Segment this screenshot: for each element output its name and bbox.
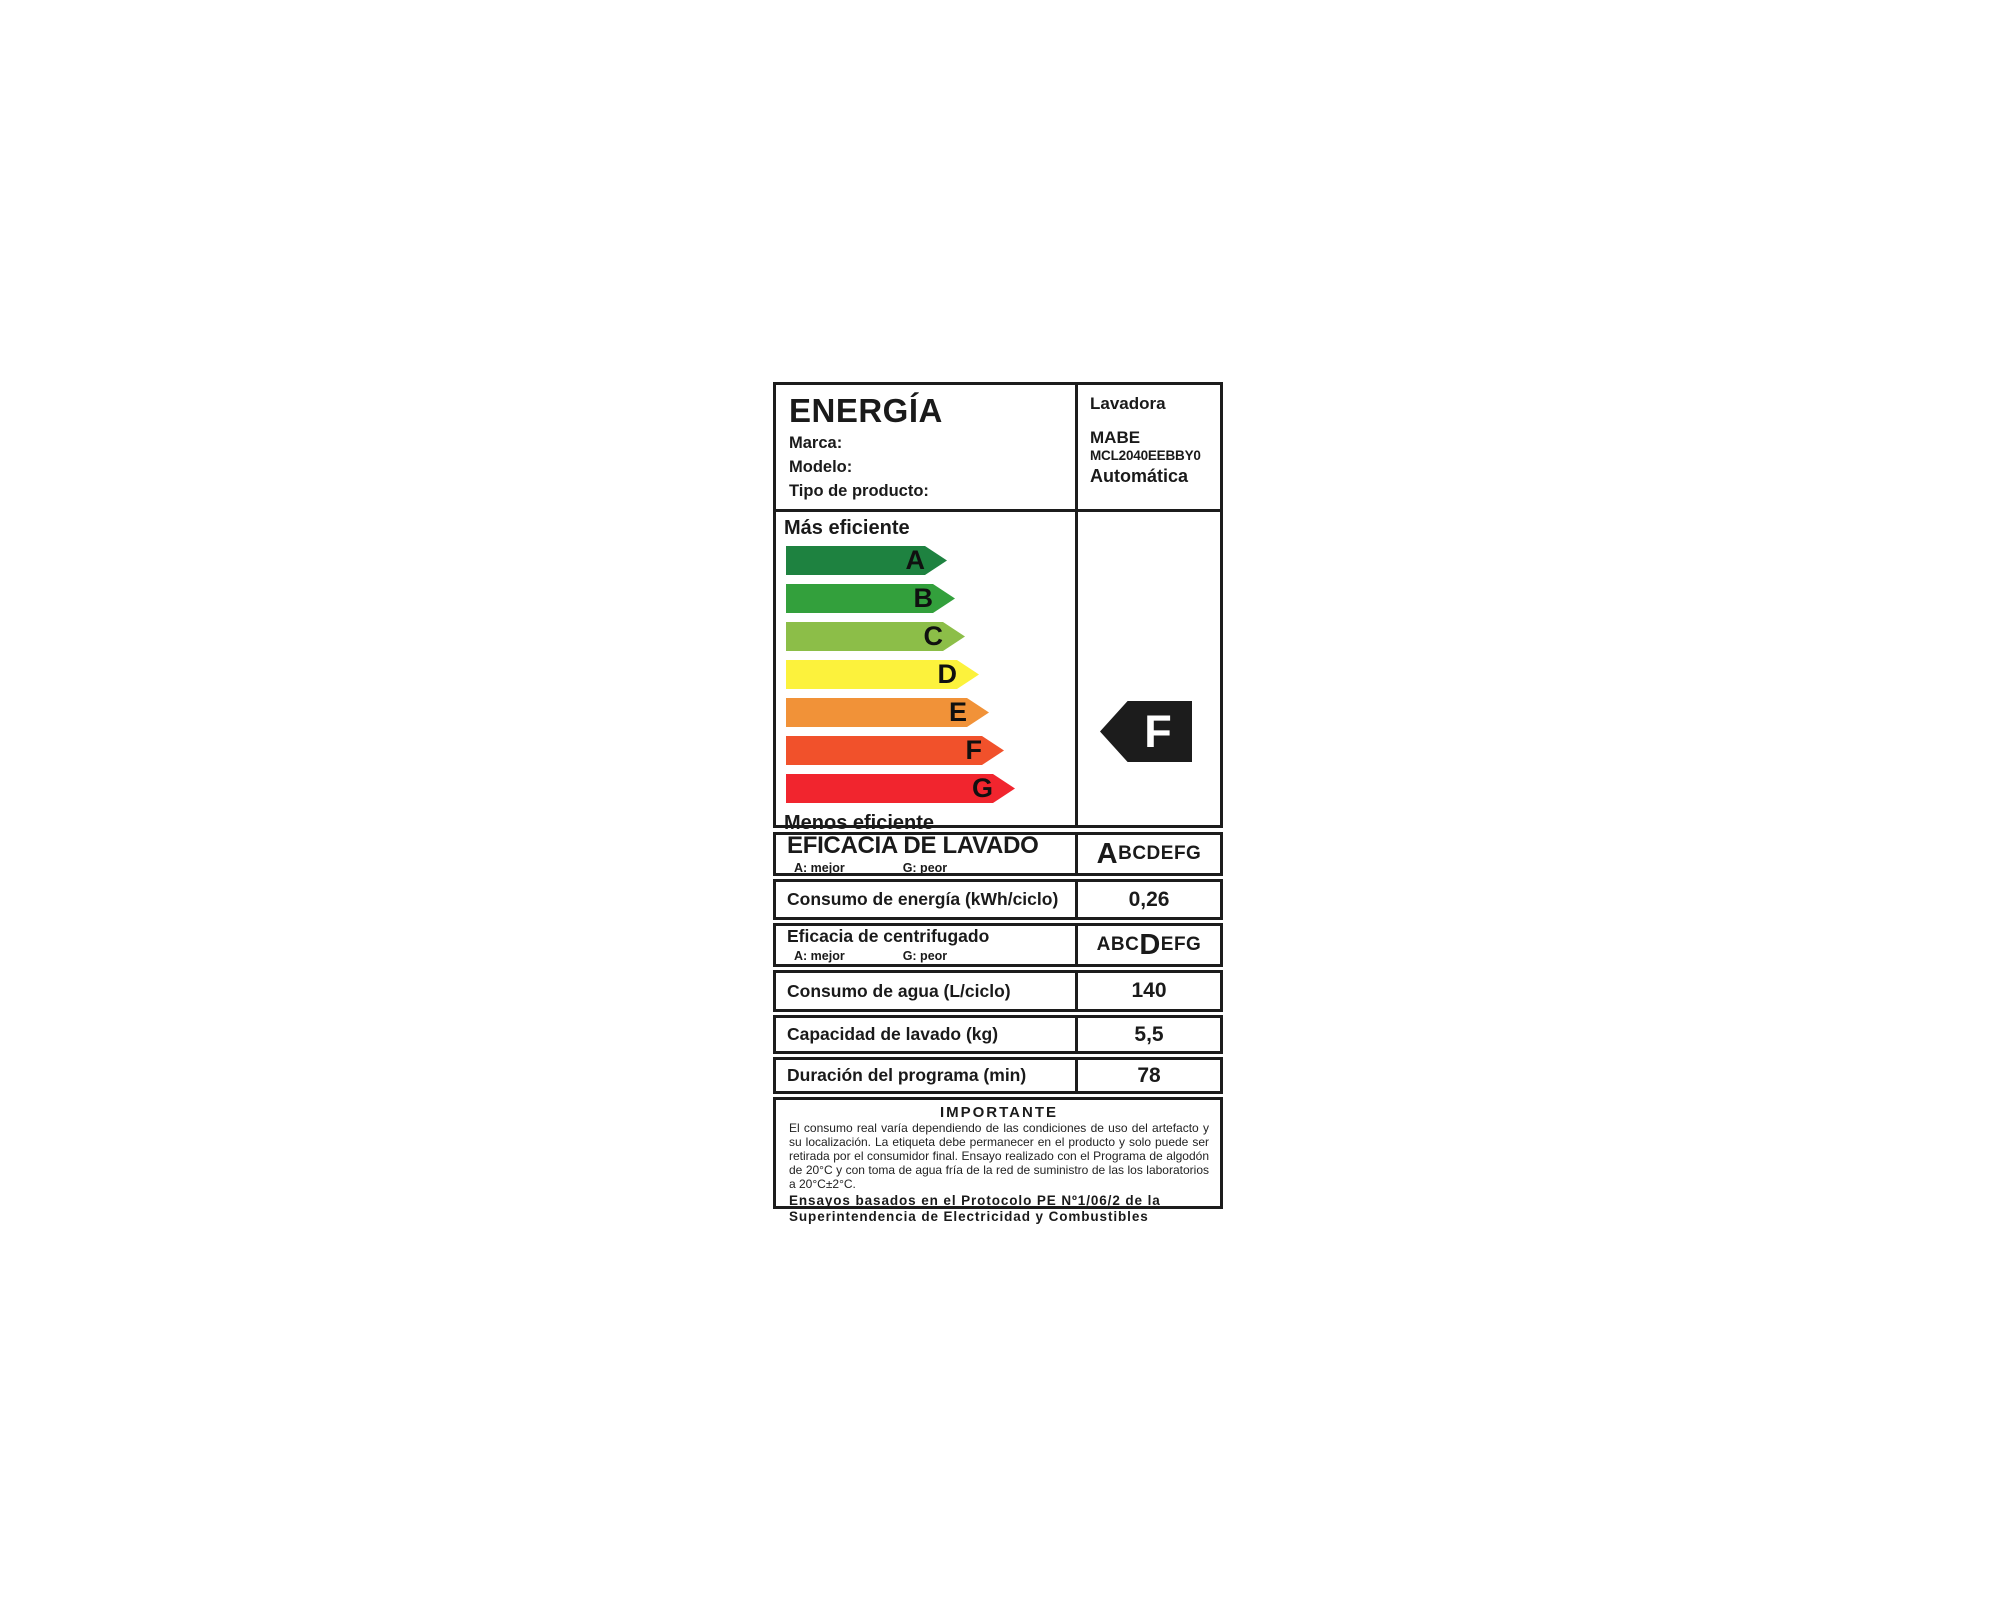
class-letter-c: C xyxy=(923,621,943,651)
row-spin-efficacy-label-cell: Eficacia de centrifugado A: mejor G: peo… xyxy=(776,926,1078,964)
energy-consumption-label: Consumo de energía (kWh/ciclo) xyxy=(787,889,1059,910)
water-consumption-number: 140 xyxy=(1131,979,1167,1002)
product-type-label: Tipo de producto: xyxy=(789,482,929,501)
class-arrows: A B C D E F G xyxy=(786,546,1075,803)
class-arrow-e: E xyxy=(786,698,989,727)
rating-letter: F xyxy=(1144,705,1172,757)
wash-capacity-value: 5,5 xyxy=(1078,1018,1220,1051)
rating-arrow: F xyxy=(1100,701,1192,762)
energy-consumption-number: 0,26 xyxy=(1128,887,1170,911)
rating-string-post: BCDEFG xyxy=(1118,843,1202,864)
energy-title: ENERGÍA xyxy=(789,392,943,429)
product-subtype-value: Automática xyxy=(1090,466,1189,487)
water-consumption-label: Consumo de agua (L/ciclo) xyxy=(787,980,1011,1001)
class-letter-b: B xyxy=(913,583,933,613)
row-program-duration: Duración del programa (min) 78 xyxy=(773,1057,1223,1094)
label-header: ENERGÍA Marca: Modelo: Tipo de producto:… xyxy=(773,382,1223,512)
energy-label: ENERGÍA Marca: Modelo: Tipo de producto:… xyxy=(773,382,1223,1224)
worst-hint: G: peor xyxy=(902,948,948,963)
rating-string-big: D xyxy=(1139,928,1161,961)
model-value: MCL2040EEBBY0 xyxy=(1090,448,1201,464)
more-efficient-caption: Más eficiente xyxy=(784,517,910,539)
scale-arrows-cell: Más eficiente A B C D E F G Menos eficie… xyxy=(776,512,1078,834)
class-letter-a: A xyxy=(905,545,925,575)
brand-value: MABE xyxy=(1090,428,1141,447)
row-wash-capacity-label-cell: Capacidad de lavado (kg) xyxy=(776,1018,1078,1051)
best-hint: A: mejor xyxy=(794,860,845,875)
spin-efficacy-value: ABC D EFG xyxy=(1078,926,1220,964)
less-efficient-caption: Menos eficiente xyxy=(784,812,935,834)
header-left-cell: ENERGÍA Marca: Modelo: Tipo de producto: xyxy=(776,385,1078,509)
row-energy-consumption-label-cell: Consumo de energía (kWh/ciclo) xyxy=(776,882,1078,917)
rating-cell: F xyxy=(1078,512,1220,825)
important-note-section: IMPORTANTE El consumo real varía dependi… xyxy=(773,1097,1223,1224)
row-spin-efficacy: Eficacia de centrifugado A: mejor G: peo… xyxy=(773,923,1223,967)
class-letter-e: E xyxy=(948,697,967,727)
brand-label: Marca: xyxy=(789,434,843,453)
rating-string-post: EFG xyxy=(1160,934,1202,955)
water-consumption-value: 140 xyxy=(1078,973,1220,1009)
row-washing-efficacy-label-cell: EFICACIA DE LAVADO A: mejor G: peor xyxy=(776,831,1078,875)
spin-efficacy-label: Eficacia de centrifugado xyxy=(787,926,990,947)
class-letter-f: F xyxy=(965,735,982,765)
wash-capacity-number: 5,5 xyxy=(1134,1022,1164,1046)
important-body-text: El consumo real varía dependiendo de las… xyxy=(789,1121,1209,1191)
model-label: Modelo: xyxy=(789,458,853,477)
spin-efficacy-scale-hint: A: mejor G: peor xyxy=(787,949,1075,963)
class-arrow-g: G xyxy=(786,774,1015,803)
row-energy-consumption: Consumo de energía (kWh/ciclo) 0,26 xyxy=(773,879,1223,920)
header-right-cell: Lavadora MABE MCL2040EEBBY0 Automática xyxy=(1078,385,1220,509)
row-washing-efficacy: EFICACIA DE LAVADO A: mejor G: peor A BCD… xyxy=(773,832,1223,876)
wash-capacity-label: Capacidad de lavado (kg) xyxy=(787,1024,999,1045)
important-heading: IMPORTANTE xyxy=(939,1104,1059,1121)
best-hint: A: mejor xyxy=(794,948,845,963)
product-type-value: Lavadora xyxy=(1090,394,1166,413)
program-duration-value: 78 xyxy=(1078,1060,1220,1091)
row-program-duration-label-cell: Duración del programa (min) xyxy=(776,1060,1078,1091)
washing-efficacy-scale-hint: A: mejor G: peor xyxy=(787,861,1075,875)
washing-efficacy-label: EFICACIA DE LAVADO xyxy=(787,831,1039,859)
class-letter-g: G xyxy=(971,773,993,803)
rating-string-pre: ABC xyxy=(1096,934,1140,955)
program-duration-number: 78 xyxy=(1137,1063,1161,1087)
row-wash-capacity: Capacidad de lavado (kg) 5,5 xyxy=(773,1015,1223,1054)
row-water-consumption-label-cell: Consumo de agua (L/ciclo) xyxy=(776,973,1078,1009)
energy-consumption-value: 0,26 xyxy=(1078,882,1220,917)
class-arrow-d: D xyxy=(786,660,979,689)
class-letter-d: D xyxy=(937,659,957,689)
class-arrow-f: F xyxy=(786,736,1004,765)
class-arrow-a: A xyxy=(786,546,947,575)
class-arrow-c: C xyxy=(786,622,965,651)
row-water-consumption: Consumo de agua (L/ciclo) 140 xyxy=(773,970,1223,1012)
washing-efficacy-value: A BCDEFG xyxy=(1078,835,1220,873)
important-footer-text: Ensayos basados en el Protocolo PE Nº1/0… xyxy=(789,1192,1161,1224)
worst-hint: G: peor xyxy=(902,860,948,875)
rating-string-big: A xyxy=(1096,837,1119,870)
class-arrow-b: B xyxy=(786,584,955,613)
program-duration-label: Duración del programa (min) xyxy=(787,1065,1027,1086)
efficiency-scale-section: Más eficiente A B C D E F G Menos eficie… xyxy=(773,509,1223,834)
